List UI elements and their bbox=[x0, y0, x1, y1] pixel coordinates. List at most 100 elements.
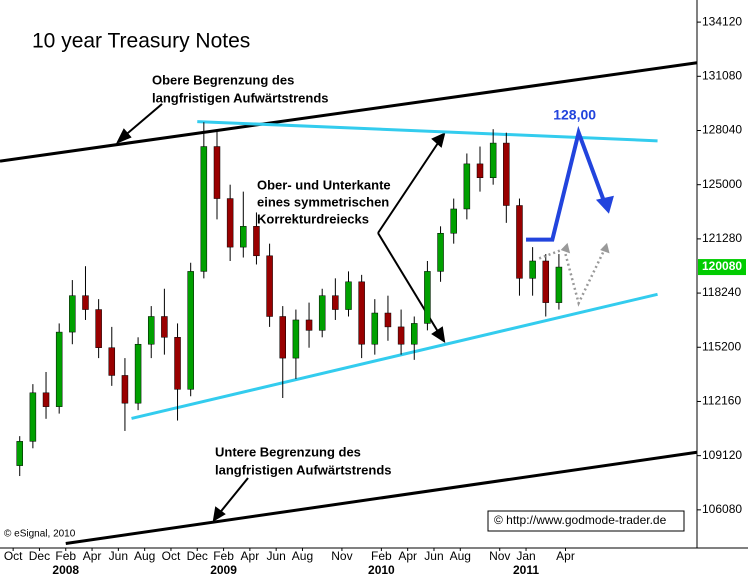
annotation: langfristigen Aufwärtstrends bbox=[152, 90, 328, 105]
candle-body bbox=[279, 316, 286, 359]
candle-body bbox=[529, 260, 536, 279]
annotation: Untere Begrenzung des bbox=[215, 444, 361, 459]
candle-body bbox=[253, 226, 260, 257]
candle-body bbox=[305, 319, 313, 331]
y-tick-label: 125000 bbox=[702, 177, 742, 191]
x-tick-label: Dec bbox=[187, 549, 208, 563]
arrow-head bbox=[212, 506, 226, 522]
candle-body bbox=[174, 337, 181, 390]
forecast-arrow-head bbox=[595, 195, 614, 214]
x-tick-label: Oct bbox=[162, 549, 181, 563]
arrow bbox=[121, 103, 163, 139]
y-tick-label: 109120 bbox=[702, 448, 742, 462]
candle-body bbox=[266, 255, 273, 317]
x-tick-label: Nov bbox=[331, 549, 352, 563]
candle-body bbox=[555, 266, 563, 303]
annotation: Ober- und Unterkante bbox=[257, 177, 391, 192]
candle-body bbox=[161, 316, 168, 338]
candle-body bbox=[384, 312, 392, 328]
x-tick-label: Jan bbox=[516, 549, 535, 563]
candle-body bbox=[226, 198, 234, 248]
forecast-label: 128,00 bbox=[553, 106, 596, 122]
x-tick-label: Feb bbox=[213, 549, 234, 563]
alt-path bbox=[564, 247, 607, 307]
candle-body bbox=[542, 260, 550, 303]
x-tick-label: Aug bbox=[450, 549, 471, 563]
candle-body bbox=[463, 163, 471, 210]
x-tick-label: Dec bbox=[29, 549, 50, 563]
arrow bbox=[377, 139, 441, 234]
candle-body bbox=[437, 232, 444, 272]
x-tick-label: Apr bbox=[398, 549, 417, 563]
trend-line bbox=[65, 450, 698, 545]
candle-body bbox=[121, 375, 129, 404]
candle-body bbox=[516, 205, 523, 279]
x-tick-label: Aug bbox=[134, 549, 155, 563]
candle-body bbox=[345, 281, 352, 310]
x-tick-label: Feb bbox=[55, 549, 76, 563]
y-tick-label: 131080 bbox=[702, 68, 742, 82]
arrow-head bbox=[431, 132, 446, 148]
candle-body bbox=[134, 343, 142, 404]
candle-body bbox=[397, 326, 405, 345]
candle-body bbox=[411, 323, 418, 345]
trend-line bbox=[131, 292, 658, 420]
candle-body bbox=[332, 295, 339, 310]
annotation: Korrekturdreiecks bbox=[257, 211, 369, 226]
candle-body bbox=[450, 208, 457, 234]
arrow bbox=[217, 477, 249, 516]
x-tick-label: Oct bbox=[4, 549, 23, 563]
candle-body bbox=[424, 271, 431, 324]
candle-body bbox=[108, 347, 116, 376]
candle-body bbox=[42, 392, 50, 407]
candle-body bbox=[292, 319, 300, 359]
year-label: 2011 bbox=[513, 563, 539, 577]
candle-body bbox=[82, 295, 89, 310]
website-box bbox=[487, 510, 685, 532]
candle-body bbox=[29, 392, 37, 442]
arrow-head bbox=[115, 128, 132, 144]
candle-body bbox=[187, 271, 194, 390]
y-tick-label: 115200 bbox=[702, 339, 741, 353]
x-tick-label: Nov bbox=[489, 549, 510, 563]
arrow-head bbox=[431, 326, 446, 344]
last-price-label: 120080 bbox=[702, 259, 742, 273]
alt-arrow-head bbox=[560, 242, 571, 254]
forecast-path bbox=[526, 125, 607, 242]
x-tick-label: Jun bbox=[109, 549, 128, 563]
x-tick-label: Apr bbox=[83, 549, 102, 563]
x-tick-label: Jun bbox=[424, 549, 443, 563]
annotation: langfristigen Aufwärtstrends bbox=[215, 462, 391, 477]
alt-arrow-head bbox=[600, 242, 610, 254]
annotation: eines symmetrischen bbox=[257, 194, 389, 209]
candle-body bbox=[16, 441, 23, 466]
candle-body bbox=[489, 142, 497, 179]
x-tick-label: Aug bbox=[292, 549, 313, 563]
candle-body bbox=[213, 146, 221, 199]
candle-body bbox=[318, 295, 326, 331]
candle-body bbox=[503, 142, 510, 206]
y-tick-label: 121280 bbox=[702, 231, 742, 245]
candle-body bbox=[240, 226, 247, 248]
chart-title: 10 year Treasury Notes bbox=[32, 30, 250, 53]
x-tick-label: Apr bbox=[241, 549, 260, 563]
y-tick-label: 112160 bbox=[702, 394, 741, 408]
x-tick-label: Apr bbox=[556, 549, 575, 563]
source: © eSignal, 2010 bbox=[4, 529, 76, 540]
candle-body bbox=[55, 331, 63, 407]
trend-line bbox=[0, 61, 698, 163]
candle-body bbox=[69, 295, 76, 333]
candle-body bbox=[371, 312, 379, 345]
year-label: 2008 bbox=[52, 563, 79, 577]
candle-body bbox=[358, 281, 365, 345]
y-tick-label: 106080 bbox=[702, 502, 742, 516]
candle-body bbox=[200, 146, 208, 272]
last-price-box bbox=[698, 259, 746, 276]
y-tick-label: 134120 bbox=[702, 14, 742, 28]
x-tick-label: Feb bbox=[371, 549, 392, 563]
y-tick-label: 118240 bbox=[702, 285, 741, 299]
candle-body bbox=[147, 316, 155, 345]
x-tick-label: Jun bbox=[266, 549, 285, 563]
